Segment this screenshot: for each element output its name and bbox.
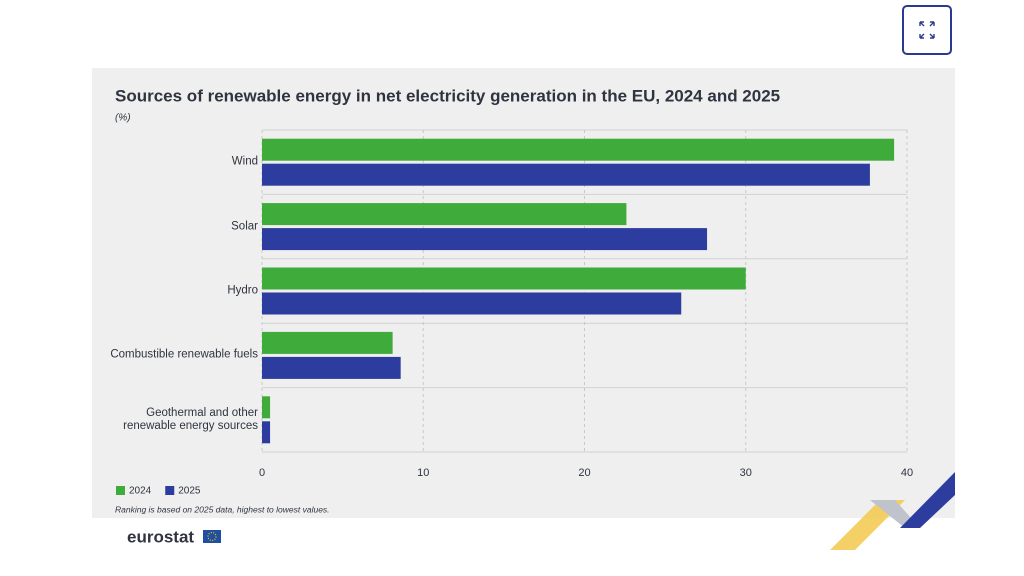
bar [262,421,271,444]
bar [262,396,271,419]
expand-button[interactable] [902,5,952,55]
x-tick-label: 30 [740,467,752,479]
chart-note: Ranking is based on 2025 data, highest t… [115,504,330,514]
legend-label: 2025 [178,486,201,497]
legend-label: 2024 [129,486,152,497]
legend-swatch [165,486,175,495]
y-tick-label: Combustible renewable fuels [110,348,258,361]
bar [262,203,627,226]
expand-icon [919,21,935,39]
y-tick-label: Solar [231,220,258,233]
x-tick-label: 0 [259,467,265,479]
chart-title: Sources of renewable energy in net elect… [115,86,780,105]
bar [262,331,393,354]
x-tick-label: 40 [901,467,913,479]
y-tick-label: Wind [231,155,258,168]
x-tick-label: 20 [578,467,590,479]
eu-flag [203,530,221,543]
bar [262,292,682,315]
bar [262,228,708,251]
legend-swatch [116,486,125,495]
source-logo: eurostat [127,527,194,546]
eu-stars [207,531,217,542]
bar [262,356,401,379]
decor-stripe [900,472,955,528]
y-tick-label: Hydro [227,284,258,297]
x-tick-label: 10 [417,467,429,479]
y-tick-label: Geothermal and other renewable energy so… [123,406,258,432]
chart-subtitle: (%) [115,113,131,124]
bar [262,267,746,290]
bar [262,138,895,161]
bar [262,163,870,186]
